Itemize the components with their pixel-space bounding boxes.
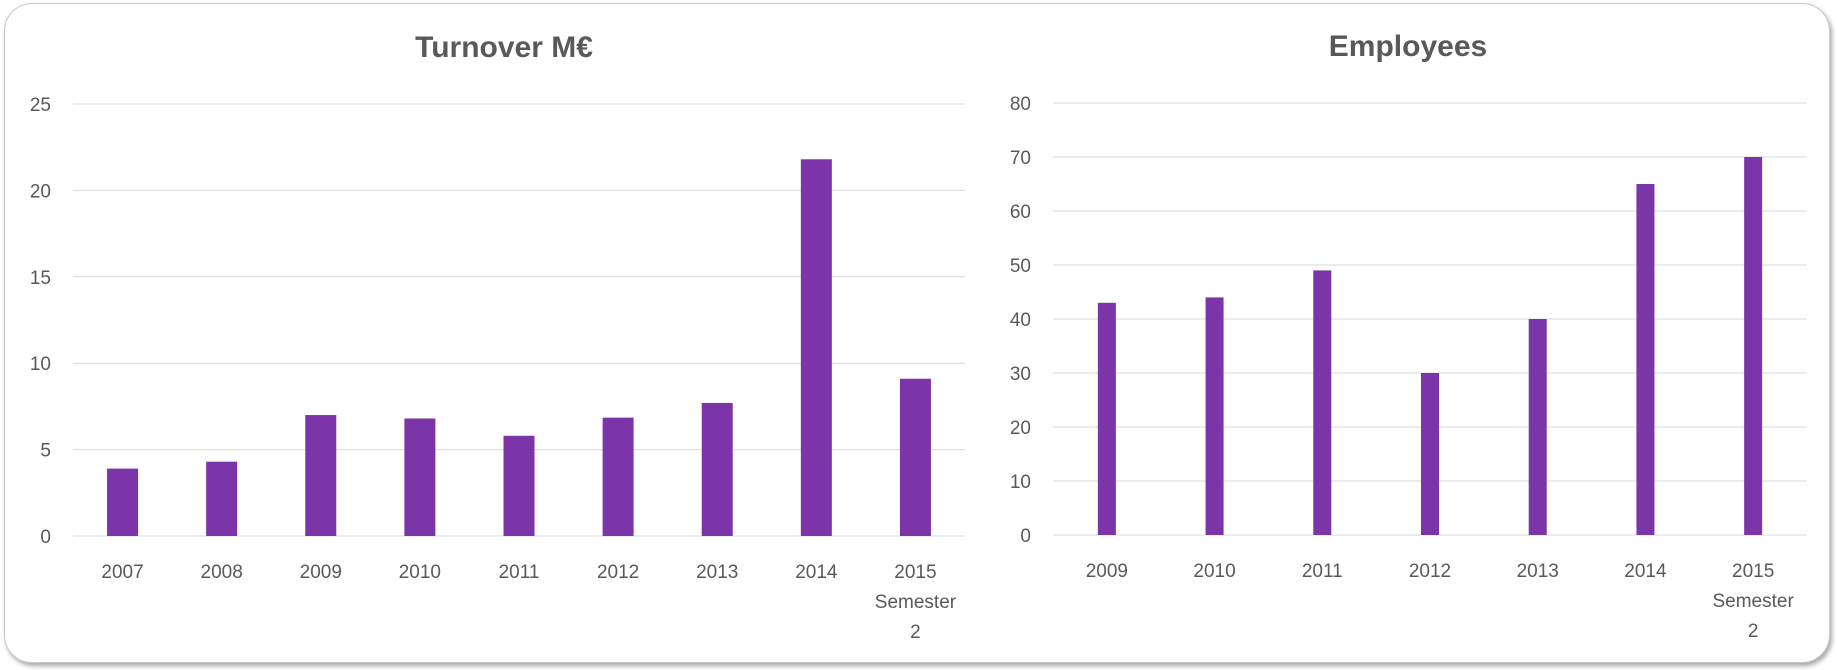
turnover-bar: [602, 417, 634, 536]
employees-x-tick-label: 2010: [1193, 561, 1235, 582]
employees-y-tick-label: 60: [1010, 202, 1031, 223]
turnover-bar: [701, 402, 733, 536]
turnover-x-tick-label: 2010: [399, 562, 441, 583]
employees-x-tick-label: 2013: [1517, 561, 1559, 582]
turnover-x-tick-label: 2012: [597, 562, 639, 583]
employees-y-tick-label: 20: [1010, 418, 1031, 439]
employees-bar: [1744, 157, 1763, 535]
turnover-x-tick-label: 2009: [300, 562, 342, 583]
turnover-y-tick-label: 0: [40, 527, 51, 548]
turnover-bar: [107, 468, 139, 536]
turnover-bar: [800, 159, 832, 536]
turnover-x-tick-label: 2008: [201, 562, 243, 583]
turnover-bar: [305, 415, 337, 536]
turnover-bar: [404, 418, 436, 536]
turnover-bar: [206, 461, 238, 536]
employees-chart-title: Employees: [1329, 30, 1487, 63]
turnover-chart: Turnover M€ 0 5 10 15 20 25 2007 2008 2009 2010 2…: [30, 31, 965, 643]
employees-bar: [1528, 319, 1547, 535]
turnover-x-tick-label: 2013: [696, 562, 738, 583]
employees-bar: [1636, 184, 1655, 535]
turnover-x-tick-label: Semester: [875, 592, 957, 613]
employees-x-tick-label: 2011: [1302, 561, 1343, 582]
employees-y-tick-label: 40: [1010, 310, 1031, 331]
employees-y-tick-label: 70: [1010, 148, 1031, 169]
turnover-x-tick-label: 2: [910, 622, 921, 643]
turnover-y-tick-label: 10: [30, 354, 51, 375]
turnover-y-tick-label: 5: [40, 441, 51, 462]
turnover-x-tick-label: 2007: [101, 562, 143, 583]
turnover-y-tick-label: 15: [30, 268, 51, 289]
turnover-x-tick-label: 2014: [795, 562, 838, 583]
turnover-y-tick-label: 25: [30, 95, 51, 116]
employees-y-tick-label: 0: [1020, 526, 1031, 547]
turnover-x-tick-label: 2015: [894, 562, 936, 583]
employees-bar: [1097, 302, 1116, 535]
turnover-y-tick-label: 20: [30, 181, 51, 202]
turnover-bar: [899, 378, 931, 536]
employees-bar: [1421, 373, 1439, 535]
employees-y-tick-label: 30: [1010, 364, 1031, 385]
chart-panel: Turnover M€ 0 5 10 15 20 25 2007 2008 2009 2010 2…: [4, 3, 1830, 663]
turnover-bar: [503, 435, 535, 536]
employees-y-tick-label: 10: [1010, 472, 1031, 493]
employees-x-tick-label: Semester: [1712, 591, 1794, 612]
employees-bar: [1205, 297, 1224, 535]
turnover-chart-title: Turnover M€: [415, 31, 593, 64]
employees-y-tick-label: 50: [1010, 256, 1031, 277]
turnover-x-tick-label: 2011: [499, 562, 540, 583]
employees-x-tick-label: 2: [1748, 621, 1759, 642]
employees-x-tick-label: 2009: [1086, 561, 1128, 582]
employees-x-tick-label: 2014: [1624, 561, 1667, 582]
employees-x-tick-label: 2015: [1732, 561, 1774, 582]
employees-y-tick-label: 80: [1010, 94, 1031, 115]
employees-x-tick-label: 2012: [1409, 561, 1451, 582]
employees-bar: [1313, 270, 1332, 535]
